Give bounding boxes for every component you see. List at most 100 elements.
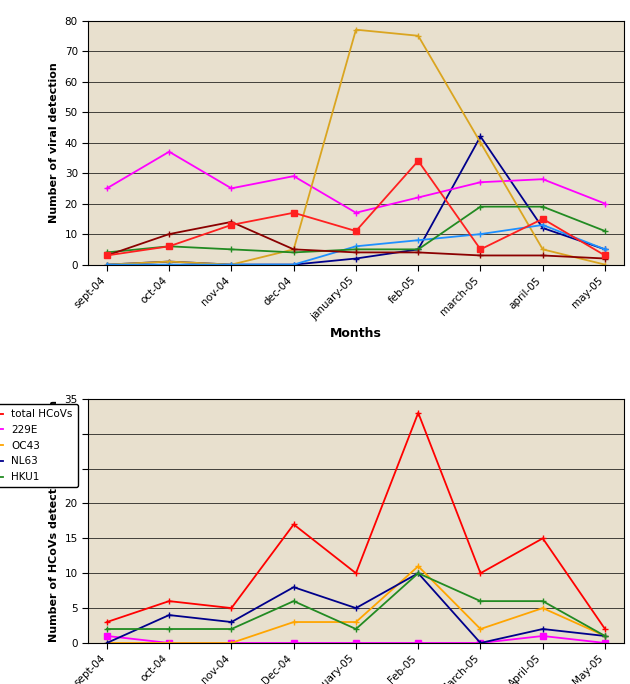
229E [539, 632, 547, 640]
NL63 [415, 569, 422, 577]
NL63 [103, 639, 111, 647]
adenovirus [103, 261, 111, 269]
NL63 [352, 604, 360, 612]
OC43 [601, 632, 609, 640]
para-influenza [290, 248, 297, 256]
adenovirus [227, 261, 235, 269]
para-influenza [415, 246, 422, 254]
Line: enterovirus: enterovirus [104, 219, 608, 261]
Line: RSV: RSV [104, 27, 608, 267]
OC43 [227, 639, 235, 647]
229E [165, 639, 173, 647]
Influenza [539, 221, 547, 229]
Line: para-influenza: para-influenza [104, 204, 608, 255]
RSV [165, 257, 173, 265]
229E [415, 639, 422, 647]
X-axis label: Months: Months [330, 328, 382, 341]
rhinovirus [165, 148, 173, 156]
coronavirus [415, 157, 422, 165]
adenovirus [290, 261, 297, 269]
Line: rhinovirus: rhinovirus [104, 149, 608, 215]
adenovirus [601, 246, 609, 254]
total HCoVs [477, 569, 484, 577]
Influenza [165, 261, 173, 269]
229E [601, 639, 609, 647]
NL63 [539, 625, 547, 633]
HKU1 [477, 597, 484, 605]
OC43 [290, 618, 297, 626]
OC43 [165, 639, 173, 647]
total HCoVs [165, 597, 173, 605]
adenovirus [415, 246, 422, 254]
HKU1 [227, 625, 235, 633]
rhinovirus [103, 184, 111, 192]
adenovirus [539, 224, 547, 232]
total HCoVs [539, 534, 547, 542]
Influenza [601, 246, 609, 254]
enterovirus [415, 248, 422, 256]
total HCoVs [601, 625, 609, 633]
229E [477, 639, 484, 647]
coronavirus [103, 251, 111, 259]
para-influenza [477, 202, 484, 211]
Influenza [352, 242, 360, 250]
HKU1 [539, 597, 547, 605]
total HCoVs [227, 604, 235, 612]
Influenza [477, 230, 484, 238]
enterovirus [290, 246, 297, 254]
RSV [290, 246, 297, 254]
Line: coronavirus: coronavirus [104, 158, 608, 259]
OC43 [103, 639, 111, 647]
Y-axis label: Number of HCoVs detection per month: Number of HCoVs detection per month [49, 400, 59, 642]
coronavirus [352, 227, 360, 235]
para-influenza [352, 246, 360, 254]
coronavirus [539, 215, 547, 223]
para-influenza [227, 246, 235, 254]
229E [290, 639, 297, 647]
HKU1 [352, 625, 360, 633]
229E [103, 632, 111, 640]
Line: OC43: OC43 [104, 564, 608, 646]
HKU1 [290, 597, 297, 605]
RSV [477, 138, 484, 146]
rhinovirus [415, 194, 422, 202]
total HCoVs [415, 409, 422, 417]
OC43 [477, 625, 484, 633]
Legend: total HCoVs, 229E, OC43, NL63, HKU1: total HCoVs, 229E, OC43, NL63, HKU1 [0, 404, 77, 488]
Influenza [290, 261, 297, 269]
NL63 [290, 583, 297, 591]
total HCoVs [352, 569, 360, 577]
rhinovirus [227, 184, 235, 192]
Influenza [415, 236, 422, 244]
rhinovirus [352, 209, 360, 217]
RSV [539, 246, 547, 254]
HKU1 [601, 632, 609, 640]
enterovirus [227, 218, 235, 226]
coronavirus [601, 251, 609, 259]
OC43 [352, 618, 360, 626]
para-influenza [539, 202, 547, 211]
adenovirus [352, 254, 360, 263]
Line: total HCoVs: total HCoVs [104, 410, 608, 632]
Y-axis label: Number of viral detection: Number of viral detection [49, 62, 59, 223]
Line: NL63: NL63 [104, 570, 608, 646]
enterovirus [103, 251, 111, 259]
total HCoVs [290, 521, 297, 529]
NL63 [477, 639, 484, 647]
coronavirus [290, 209, 297, 217]
HKU1 [103, 625, 111, 633]
enterovirus [539, 251, 547, 259]
RSV [103, 261, 111, 269]
Line: Influenza: Influenza [104, 222, 608, 267]
RSV [352, 25, 360, 34]
HKU1 [415, 569, 422, 577]
Line: 229E: 229E [103, 633, 609, 646]
229E [227, 639, 235, 647]
NL63 [601, 632, 609, 640]
enterovirus [601, 254, 609, 263]
total HCoVs [103, 618, 111, 626]
rhinovirus [477, 178, 484, 186]
RSV [415, 31, 422, 40]
para-influenza [601, 227, 609, 235]
coronavirus [477, 246, 484, 254]
